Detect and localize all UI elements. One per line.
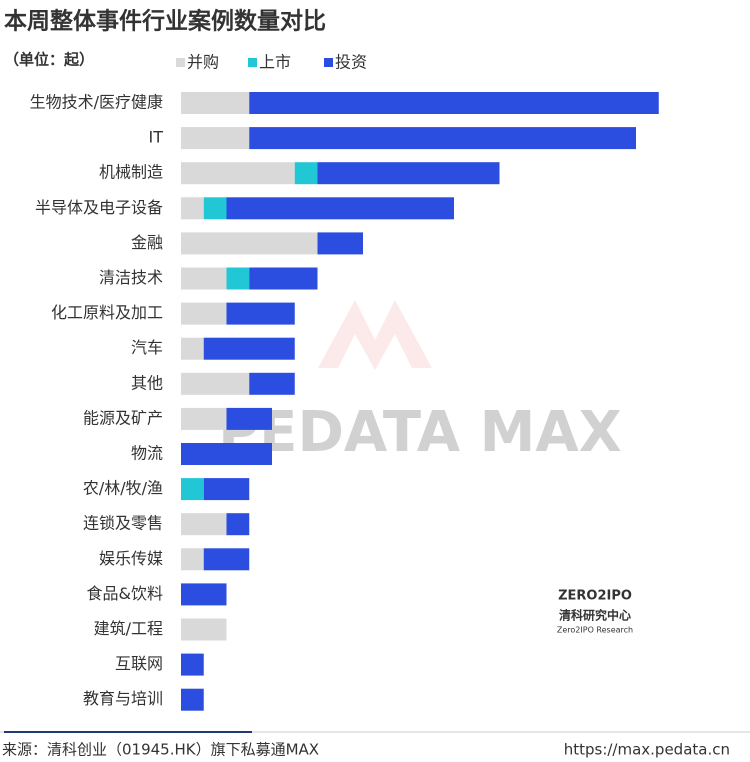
bar-segment bbox=[181, 232, 318, 255]
bar-segment bbox=[226, 197, 454, 220]
y-tick-label: 娱乐传媒 bbox=[99, 549, 163, 568]
bar-segment bbox=[226, 267, 250, 290]
legend-swatch bbox=[248, 58, 257, 67]
bar-segment bbox=[317, 232, 363, 255]
bar-segment bbox=[249, 92, 659, 114]
y-tick-label: 机械制造 bbox=[99, 163, 163, 182]
legend-label: 投资 bbox=[335, 53, 367, 72]
bar-segment bbox=[181, 548, 204, 571]
bar-segment bbox=[181, 267, 227, 290]
bar-segment bbox=[203, 337, 295, 360]
logo-brand: ZERO2IPO bbox=[558, 589, 632, 604]
brand-logo: ZERO2IPO 清科研究中心 Zero2IPO Research bbox=[557, 589, 633, 635]
bar-segment bbox=[249, 127, 636, 150]
y-tick-label: 生物技术/医疗健康 bbox=[30, 93, 163, 112]
bar-segment bbox=[181, 653, 204, 676]
y-tick-label: IT bbox=[149, 128, 164, 147]
y-tick-label: 清洁技术 bbox=[99, 268, 163, 287]
chart-title: 本周整体事件行业案例数量对比 bbox=[4, 8, 326, 35]
y-tick-label: 金融 bbox=[131, 233, 163, 252]
bar-segment bbox=[181, 478, 204, 501]
y-tick-label: 食品&饮料 bbox=[87, 584, 163, 603]
y-tick-label: 农/林/牧/渔 bbox=[83, 479, 163, 498]
bar-segment bbox=[181, 92, 250, 114]
y-tick-label: 能源及矿产 bbox=[83, 408, 163, 427]
legend-swatch bbox=[176, 58, 185, 67]
y-tick-label: 汽车 bbox=[131, 338, 163, 357]
watermark-logo bbox=[318, 300, 432, 370]
y-tick-label: 其他 bbox=[131, 373, 163, 392]
source-note: 来源：清科创业（01945.HK）旗下私募通MAX bbox=[2, 741, 319, 759]
bar-segment bbox=[181, 513, 227, 536]
legend-label: 并购 bbox=[187, 53, 219, 72]
bar-segment bbox=[181, 337, 204, 360]
y-tick-label: 化工原料及加工 bbox=[51, 303, 163, 322]
bar-segment bbox=[203, 478, 250, 501]
bar-segment bbox=[181, 583, 227, 606]
bar-segment bbox=[181, 162, 295, 185]
bar-segment bbox=[203, 197, 227, 220]
bar-segment bbox=[249, 267, 318, 290]
bar-segment bbox=[181, 372, 250, 395]
logo-name: 清科研究中心 bbox=[559, 608, 631, 623]
y-tick-label: 建筑/工程 bbox=[94, 619, 163, 638]
logo-sub: Zero2IPO Research bbox=[557, 626, 633, 635]
legend-label: 上市 bbox=[259, 53, 291, 72]
bar-segment bbox=[226, 513, 250, 536]
bar-segment bbox=[181, 618, 227, 641]
source-url: https://max.pedata.cn bbox=[564, 741, 730, 759]
bar-segment bbox=[181, 443, 272, 465]
y-tick-label: 物流 bbox=[131, 444, 163, 463]
bar-segment bbox=[181, 197, 204, 220]
bar-segment bbox=[181, 302, 227, 325]
bar-segment bbox=[226, 407, 272, 430]
bar-segment bbox=[181, 688, 204, 711]
chart-subtitle: （单位：起） bbox=[4, 51, 94, 69]
bar-segment bbox=[294, 162, 318, 185]
bar-segment bbox=[249, 372, 295, 395]
y-tick-label: 教育与培训 bbox=[83, 689, 163, 708]
bar-segment bbox=[181, 407, 227, 430]
y-tick-label: 半导体及电子设备 bbox=[35, 198, 163, 217]
y-tick-label: 连锁及零售 bbox=[83, 514, 163, 533]
y-tick-label: 互联网 bbox=[115, 654, 163, 673]
bar-segment bbox=[317, 162, 500, 185]
watermark: PEDATA MAX bbox=[218, 300, 622, 465]
legend-swatch bbox=[324, 58, 333, 67]
bar-segment bbox=[181, 127, 250, 150]
bar-segment bbox=[226, 302, 295, 325]
watermark-text: PEDATA MAX bbox=[218, 400, 622, 465]
bar-segment bbox=[203, 548, 250, 571]
